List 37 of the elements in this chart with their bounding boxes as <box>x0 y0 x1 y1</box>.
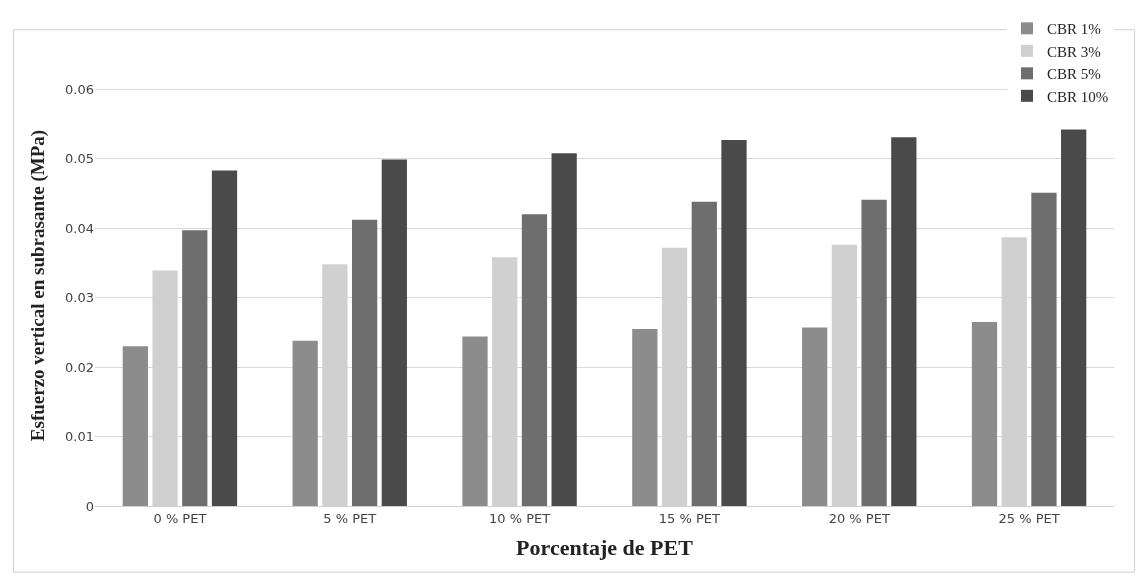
y-tick-label: 0.03 <box>65 290 94 306</box>
bar <box>551 153 577 506</box>
y-tick-label: 0 <box>85 498 94 514</box>
y-axis-title: Esfuerzo vertical en subrasante (MPa) <box>26 129 49 442</box>
legend-label: CBR 10% <box>1047 88 1109 105</box>
x-tick-label: 0 % PET <box>153 510 207 526</box>
x-tick-label: 5 % PET <box>323 510 377 526</box>
bar <box>462 336 488 506</box>
bar <box>1031 192 1057 506</box>
bar <box>891 137 917 506</box>
bar <box>861 199 887 506</box>
bar <box>1061 129 1087 506</box>
bar <box>802 327 828 506</box>
y-tick-label: 0.01 <box>65 429 94 445</box>
bar <box>971 321 998 506</box>
bar <box>632 328 658 506</box>
bar <box>381 159 407 506</box>
legend-label: CBR 3% <box>1047 43 1101 60</box>
legend-label: CBR 5% <box>1047 66 1101 83</box>
bar <box>182 230 208 506</box>
x-tick-label: 25 % PET <box>998 510 1060 526</box>
legend-label: CBR 1% <box>1047 21 1101 38</box>
bar <box>351 219 378 506</box>
y-tick-label: 0.05 <box>65 151 94 167</box>
bar <box>721 140 747 506</box>
y-tick-label: 0.04 <box>65 220 94 236</box>
bar <box>521 214 548 506</box>
bar <box>292 340 318 506</box>
bar <box>691 201 717 506</box>
y-tick-label: 0.02 <box>65 359 94 375</box>
y-tick-label: 0.06 <box>65 81 94 97</box>
x-tick-label: 15 % PET <box>658 510 721 526</box>
x-tick-label: 10 % PET <box>489 510 551 526</box>
bar <box>211 170 238 506</box>
bar <box>122 346 148 506</box>
x-tick-label: 20 % PET <box>828 510 890 526</box>
x-axis-title: Porcentaje de PET <box>516 535 694 561</box>
